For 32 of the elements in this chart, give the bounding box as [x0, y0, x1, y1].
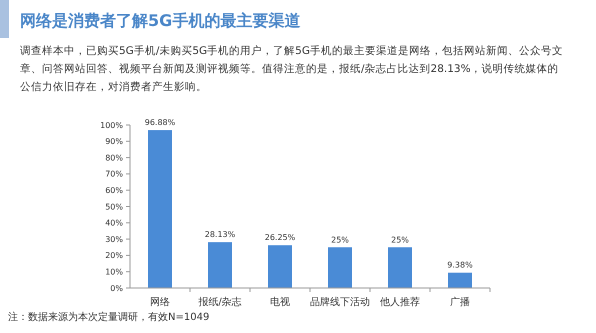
y-tick-label: 80% — [105, 153, 124, 162]
data-label: 9.38% — [447, 260, 474, 270]
x-tick-label: 他人推荐 — [380, 296, 420, 308]
y-tick-label: 60% — [105, 186, 124, 195]
x-tick-label: 报纸/杂志 — [197, 296, 242, 308]
data-label: 25% — [331, 235, 350, 244]
y-tick-label: 10% — [105, 268, 124, 276]
y-tick-label: 30% — [105, 234, 124, 244]
x-tick-label: 网络 — [150, 296, 170, 308]
data-label: 28.13% — [204, 230, 236, 240]
data-label: 96.88% — [144, 118, 176, 128]
y-tick-label: 40% — [105, 218, 124, 228]
y-tick-label: 50% — [105, 202, 124, 212]
chart-title: 网络是消费者了解5G手机的最主要渠道 — [20, 11, 302, 30]
data-label: 25% — [391, 235, 410, 244]
bar — [268, 245, 292, 288]
y-tick-label: 90% — [105, 137, 124, 146]
text: 注：数据来源为本次定量调研，有效N=1049 — [8, 311, 210, 323]
bar — [148, 130, 172, 288]
bar — [328, 247, 352, 288]
y-tick-label: 0% — [110, 284, 124, 293]
y-tick-label: 20% — [105, 251, 124, 260]
bar — [208, 242, 232, 288]
x-tick-label: 品牌线下活动 — [310, 296, 370, 308]
y-tick-label: 70% — [105, 170, 124, 179]
bar — [388, 247, 412, 288]
y-tick-label: 100% — [100, 120, 124, 130]
x-tick-label: 广播 — [450, 296, 470, 308]
data-label: 26.25% — [264, 233, 296, 242]
x-tick-label: 电视 — [270, 296, 290, 308]
chart-subtitle: 调查样本中，已购买5G手机/未购买5G手机的用户，了解5G手机的最主要渠道是网络，包括网站新闻、公众号文章、问答网站回答、视频平台新闻及测评视频等。值得注意的是，报纸/杂志占比达到28.13%，说明传统媒体的公信力依旧存在，对消费者产生影响。 — [20, 44, 563, 93]
bar — [448, 272, 472, 288]
